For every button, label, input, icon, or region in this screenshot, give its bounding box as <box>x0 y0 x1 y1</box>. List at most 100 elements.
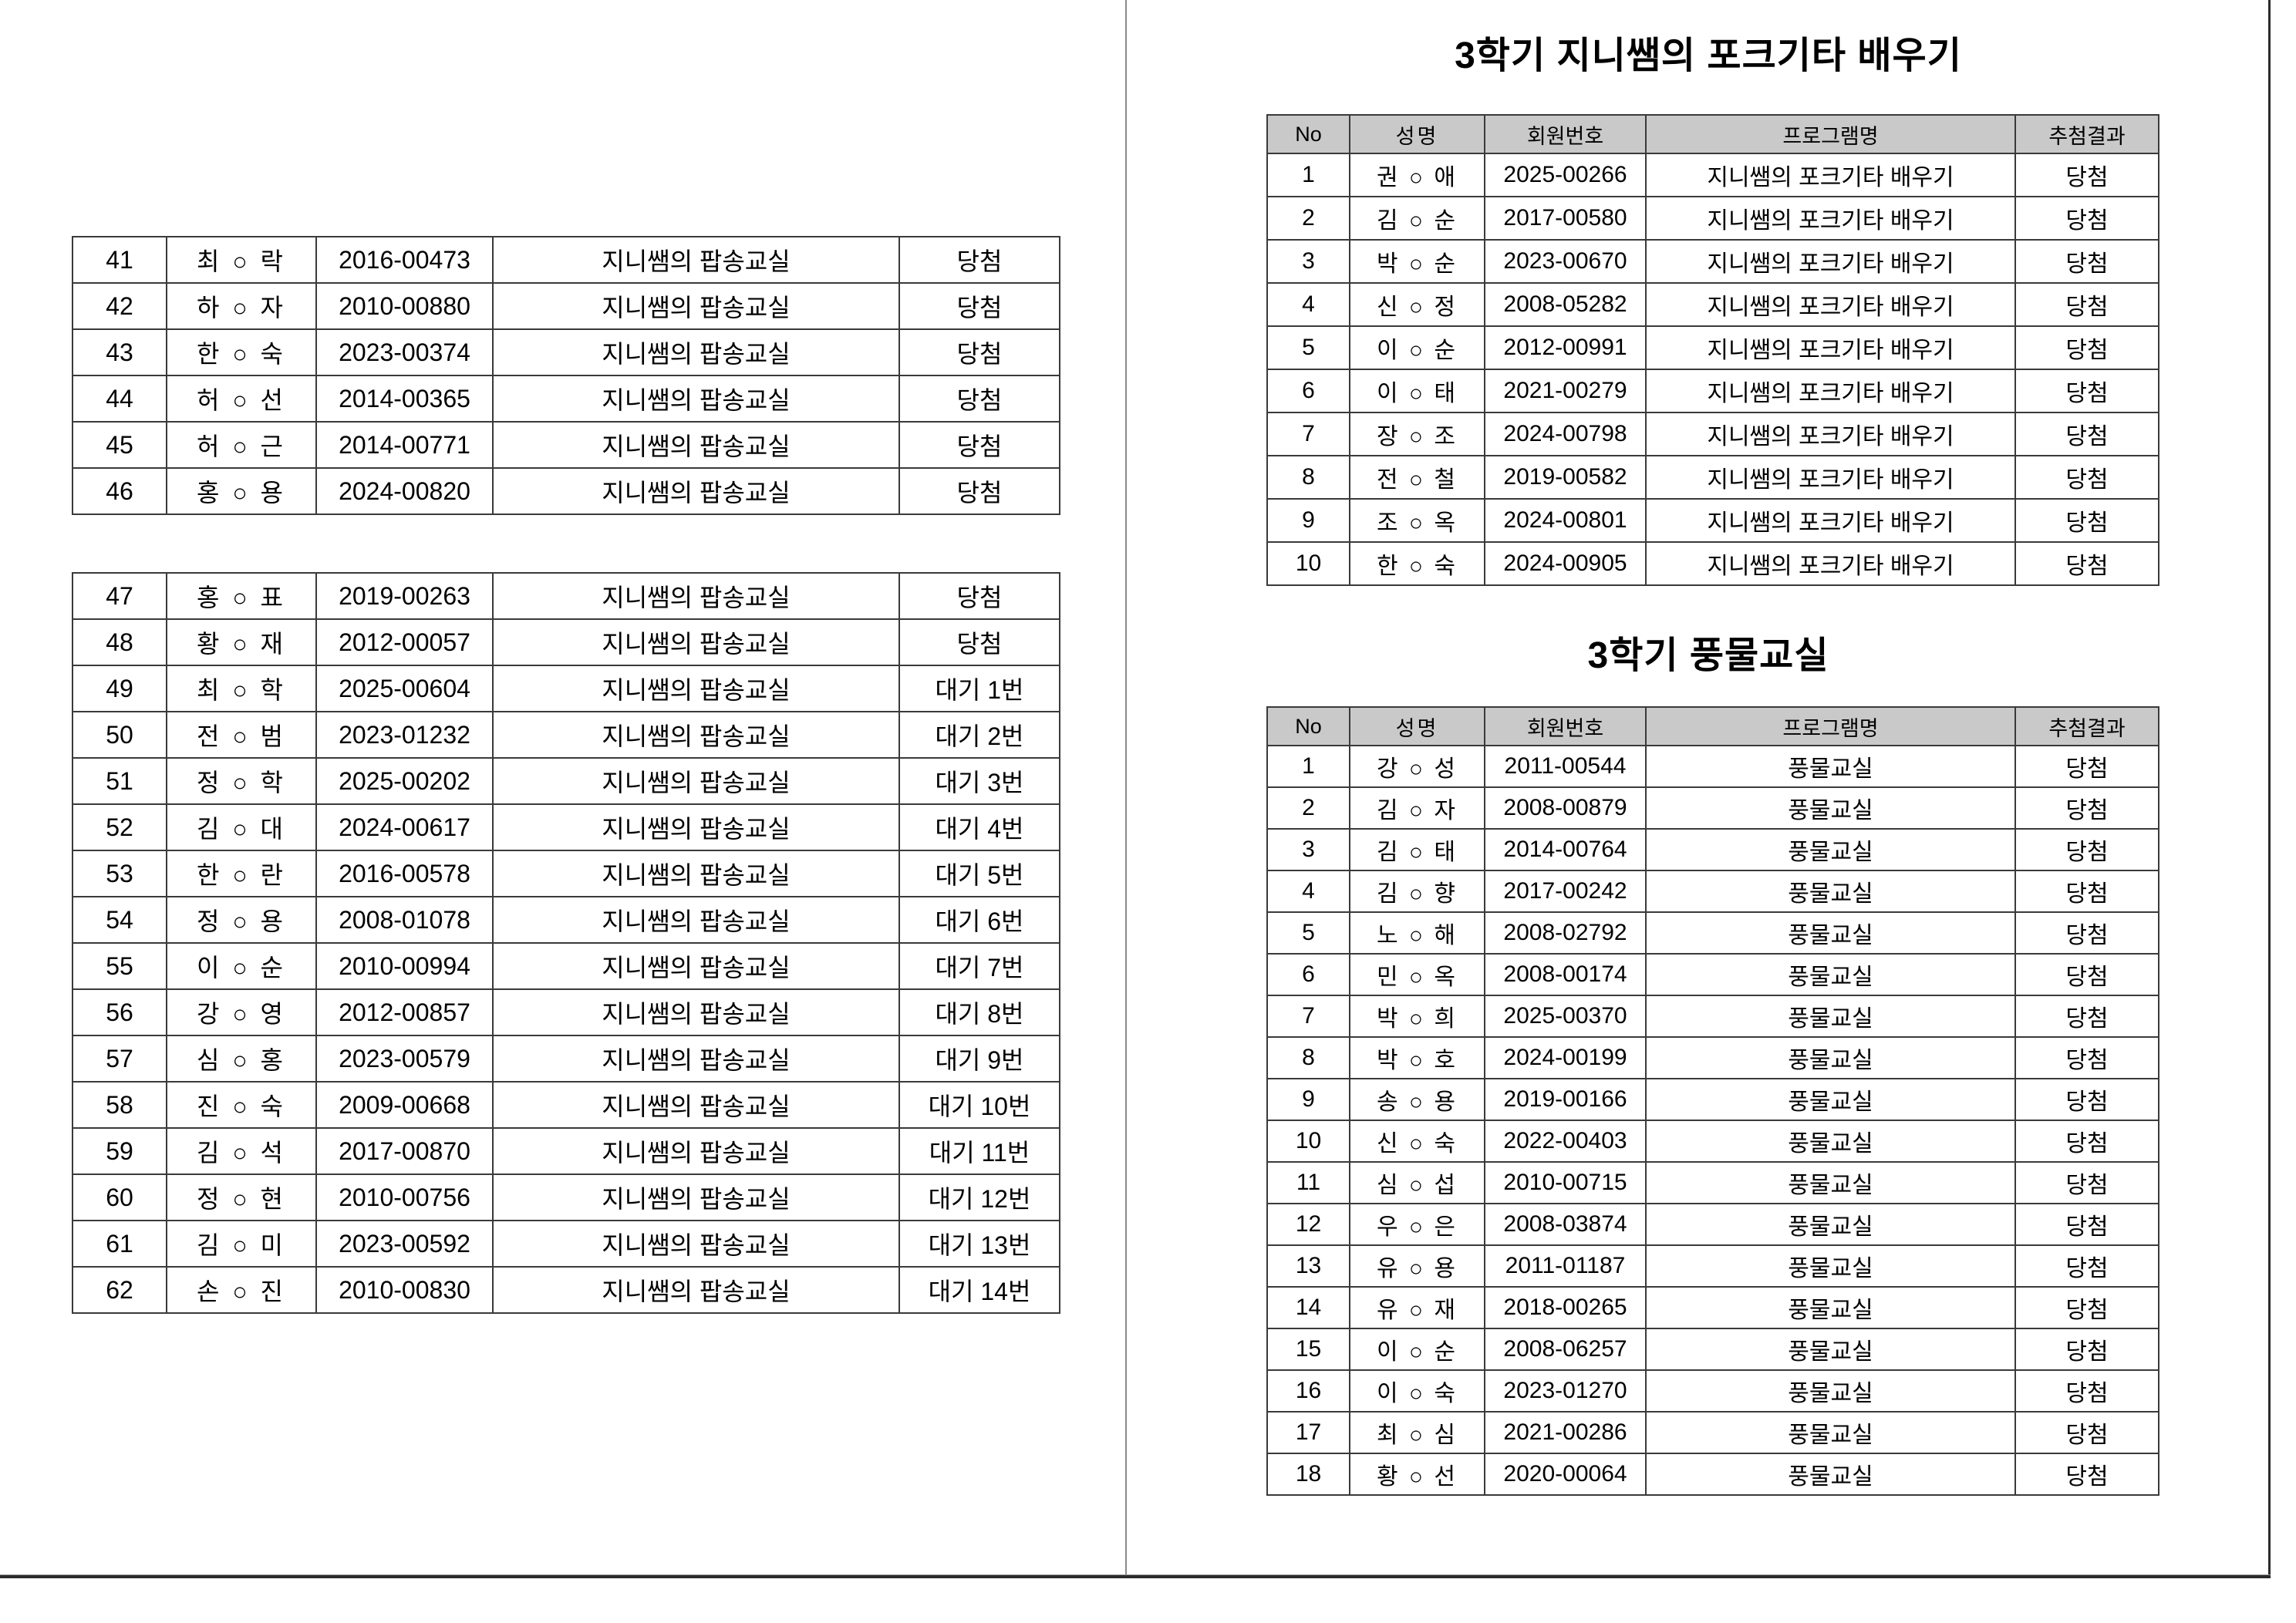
cell-result: 당첨 <box>899 328 1060 376</box>
cell-name: 박 ○ 희 <box>1349 995 1485 1038</box>
cell-name: 김 ○ 향 <box>1349 870 1485 913</box>
cell-no: 9 <box>1266 1078 1350 1121</box>
cell-name: 노 ○ 해 <box>1349 911 1485 955</box>
cell-program: 지니쌤의 포크기타 배우기 <box>1645 153 2016 197</box>
cell-program: 풍물교실 <box>1645 1411 2016 1454</box>
table-row: 59 김 ○ 석 2017-00870 지니쌤의 팝송교실 대기 11번 <box>72 1127 1060 1175</box>
cell-result: 당첨 <box>2014 870 2159 913</box>
cell-name: 이 ○ 태 <box>1349 369 1485 413</box>
cell-member_id: 2019-00263 <box>315 572 494 620</box>
table-row: 42 하 ○ 자 2010-00880 지니쌤의 팝송교실 당첨 <box>72 282 1060 330</box>
cell-no: 10 <box>1266 1120 1350 1163</box>
table-row: 50 전 ○ 범 2023-01232 지니쌤의 팝송교실 대기 2번 <box>72 711 1060 759</box>
cell-name: 송 ○ 용 <box>1349 1078 1485 1121</box>
cell-result: 당첨 <box>2014 1036 2159 1079</box>
cell-program: 지니쌤의 팝송교실 <box>492 421 900 469</box>
cell-name: 권 ○ 애 <box>1349 153 1485 197</box>
cell-member_id: 2019-00582 <box>1484 455 1647 500</box>
cell-result: 대기 3번 <box>899 757 1060 805</box>
cell-member_id: 2010-00994 <box>315 942 494 990</box>
cell-program: 지니쌤의 팝송교실 <box>492 1266 900 1314</box>
cell-member_id: 2008-00174 <box>1484 953 1647 996</box>
cell-no: 51 <box>72 757 167 805</box>
cell-result: 대기 7번 <box>899 942 1060 990</box>
cell-result: 대기 13번 <box>899 1220 1060 1268</box>
cell-name: 김 ○ 대 <box>166 803 317 851</box>
cell-result: 당첨 <box>2014 786 2159 830</box>
cell-member_id: 2014-00764 <box>1484 828 1647 871</box>
cell-name: 유 ○ 재 <box>1349 1286 1485 1329</box>
table-row: 16 이 ○ 숙 2023-01270 풍물교실 당첨 <box>1266 1369 2159 1413</box>
column-header-no: No <box>1266 706 1350 746</box>
table-row: 18 황 ○ 선 2020-00064 풍물교실 당첨 <box>1266 1453 2159 1496</box>
cell-name: 홍 ○ 용 <box>166 467 317 515</box>
cell-result: 대기 5번 <box>899 850 1060 897</box>
table-row: 56 강 ○ 영 2012-00857 지니쌤의 팝송교실 대기 8번 <box>72 988 1060 1036</box>
cell-result: 당첨 <box>2014 1286 2159 1329</box>
cell-result: 당첨 <box>2014 953 2159 996</box>
cell-no: 44 <box>72 375 167 423</box>
cell-name: 최 ○ 락 <box>166 236 317 284</box>
cell-program: 풍물교실 <box>1645 1120 2016 1163</box>
cell-no: 2 <box>1266 196 1350 241</box>
cell-member_id: 2008-05282 <box>1484 282 1647 327</box>
cell-member_id: 2023-00579 <box>315 1035 494 1083</box>
cell-program: 지니쌤의 팝송교실 <box>492 1035 900 1083</box>
cell-member_id: 2011-00544 <box>1484 745 1647 788</box>
cell-name: 허 ○ 근 <box>166 421 317 469</box>
cell-member_id: 2008-06257 <box>1484 1328 1647 1371</box>
cell-result: 당첨 <box>899 236 1060 284</box>
table-row: 53 한 ○ 란 2016-00578 지니쌤의 팝송교실 대기 5번 <box>72 850 1060 897</box>
cell-name: 최 ○ 학 <box>166 665 317 712</box>
column-header-member_id: 회원번호 <box>1484 706 1647 746</box>
table-row: 51 정 ○ 학 2025-00202 지니쌤의 팝송교실 대기 3번 <box>72 757 1060 805</box>
cell-no: 53 <box>72 850 167 897</box>
cell-result: 당첨 <box>2014 1244 2159 1288</box>
cell-name: 김 ○ 자 <box>1349 786 1485 830</box>
cell-result: 당첨 <box>2014 541 2159 586</box>
cell-name: 신 ○ 숙 <box>1349 1120 1485 1163</box>
cell-member_id: 2010-00830 <box>315 1266 494 1314</box>
cell-program: 지니쌤의 팝송교실 <box>492 1127 900 1175</box>
cell-member_id: 2022-00403 <box>1484 1120 1647 1163</box>
cell-result: 당첨 <box>899 421 1060 469</box>
table-header-row: No 성명 회원번호 프로그램명 추첨결과 <box>1266 706 2159 746</box>
cell-result: 대기 2번 <box>899 711 1060 759</box>
cell-name: 이 ○ 순 <box>1349 325 1485 370</box>
cell-member_id: 2010-00715 <box>1484 1161 1647 1204</box>
table-row: 58 진 ○ 숙 2009-00668 지니쌤의 팝송교실 대기 10번 <box>72 1081 1060 1129</box>
cell-name: 강 ○ 성 <box>1349 745 1485 788</box>
cell-no: 56 <box>72 988 167 1036</box>
cell-name: 한 ○ 숙 <box>1349 541 1485 586</box>
cell-member_id: 2008-03874 <box>1484 1203 1647 1246</box>
cell-result: 당첨 <box>2014 995 2159 1038</box>
cell-program: 지니쌤의 팝송교실 <box>492 1173 900 1221</box>
cell-member_id: 2025-00202 <box>315 757 494 805</box>
cell-member_id: 2011-01187 <box>1484 1244 1647 1288</box>
table-row: 43 한 ○ 숙 2023-00374 지니쌤의 팝송교실 당첨 <box>72 328 1060 376</box>
cell-name: 심 ○ 홍 <box>166 1035 317 1083</box>
cell-program: 지니쌤의 팝송교실 <box>492 572 900 620</box>
cell-result: 당첨 <box>2014 239 2159 284</box>
pungmul-section-title: 3학기 풍물교실 <box>1587 635 1829 676</box>
cell-result: 당첨 <box>2014 911 2159 955</box>
cell-program: 지니쌤의 팝송교실 <box>492 988 900 1036</box>
cell-no: 3 <box>1266 828 1350 871</box>
table-row: 57 심 ○ 홍 2023-00579 지니쌤의 팝송교실 대기 9번 <box>72 1035 1060 1083</box>
cell-no: 11 <box>1266 1161 1350 1204</box>
cell-no: 60 <box>72 1173 167 1221</box>
cell-member_id: 2019-00166 <box>1484 1078 1647 1121</box>
cell-name: 우 ○ 은 <box>1349 1203 1485 1246</box>
cell-member_id: 2024-00905 <box>1484 541 1647 586</box>
table-row: 11 심 ○ 섭 2010-00715 풍물교실 당첨 <box>1266 1161 2159 1204</box>
cell-member_id: 2018-00265 <box>1484 1286 1647 1329</box>
cell-program: 풍물교실 <box>1645 1078 2016 1121</box>
cell-program: 지니쌤의 포크기타 배우기 <box>1645 498 2016 543</box>
cell-member_id: 2023-00374 <box>315 328 494 376</box>
